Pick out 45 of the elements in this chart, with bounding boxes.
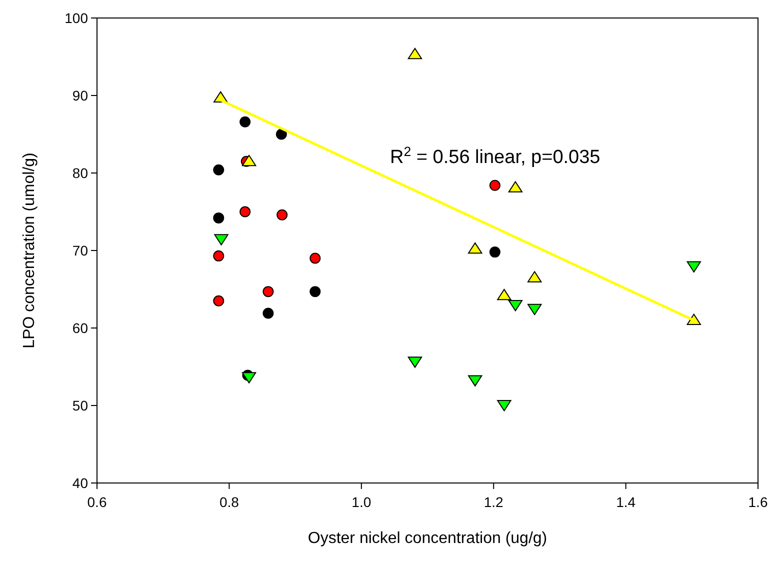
annotation: R$^{2}$ = 0.56 linear, p=0.035 — [390, 144, 600, 168]
point — [213, 212, 224, 224]
point — [508, 181, 523, 192]
point — [213, 250, 224, 262]
point — [262, 308, 274, 319]
y-tick-label: 90 — [72, 88, 88, 104]
point — [527, 271, 542, 282]
y-tick-label: 80 — [72, 165, 88, 181]
point — [497, 400, 512, 412]
y-tick-label: 70 — [72, 242, 88, 258]
point — [310, 252, 321, 264]
point — [240, 206, 251, 218]
point — [468, 242, 482, 254]
point — [213, 164, 224, 176]
point — [262, 286, 274, 298]
point — [489, 246, 500, 258]
point — [497, 288, 512, 300]
x-axis-title: Oyster nickel concentration (ug/g) — [308, 530, 548, 547]
point — [686, 314, 701, 325]
y-tick-label: 50 — [72, 398, 88, 414]
point — [240, 116, 251, 128]
x-tick-label: 0.8 — [219, 494, 240, 510]
y-tick-label: 60 — [72, 320, 88, 336]
point — [242, 372, 256, 384]
point — [527, 304, 542, 316]
x-tick-label: 1.6 — [748, 494, 768, 510]
point — [408, 48, 422, 60]
x-tick-label: 1.0 — [352, 494, 372, 510]
point — [408, 356, 422, 368]
point — [489, 180, 500, 191]
point — [310, 286, 321, 298]
x-tick-label: 0.6 — [87, 494, 107, 510]
point — [508, 300, 523, 312]
x-tick-label: 1.4 — [616, 494, 636, 510]
point — [468, 375, 482, 386]
x-tick-label: 1.2 — [484, 494, 504, 510]
point — [686, 261, 701, 272]
point — [242, 154, 256, 166]
point — [276, 128, 287, 140]
point — [213, 295, 224, 306]
point — [276, 209, 288, 220]
point — [214, 234, 228, 246]
y-axis-title: LPO concentration (umol/g) — [21, 152, 38, 348]
y-tick-label: 100 — [64, 10, 88, 26]
y-tick-label: 40 — [72, 475, 88, 491]
